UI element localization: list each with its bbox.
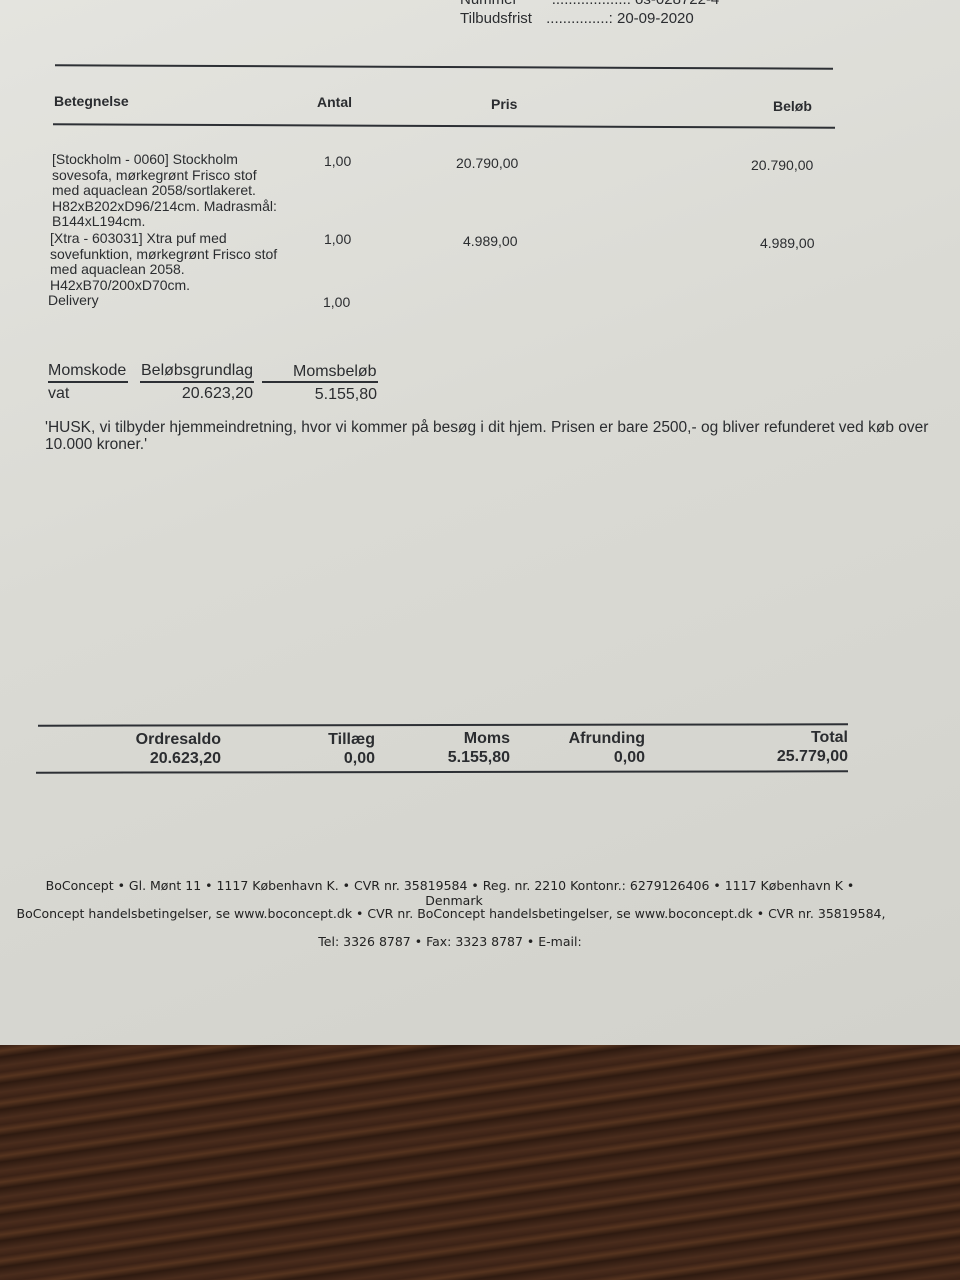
afrunding-value: 0,00 [613,749,645,766]
nummer-label: Nummer [460,0,518,8]
vat-code: vat [48,385,70,402]
tilbudsfrist-value: 20-09-2020 [617,10,694,27]
divider [48,381,128,383]
nummer-field: Nummer ..................: os-028722-4 [460,0,719,8]
vat-header-momsbelob: Momsbeløb [293,363,377,380]
item-description: [Xtra - 603031] Xtra puf med sovefunktio… [50,230,278,293]
moms-value: 5.155,80 [447,749,510,766]
vat-header-grundlag: Beløbsgrundlag [141,362,254,379]
item-quantity: 1,00 [324,231,352,247]
dots: ...............: [546,10,613,27]
wooden-floor [0,1040,960,1280]
nummer-value: os-028722-4 [635,0,719,8]
ordresaldo-value: 20.623,20 [149,750,221,767]
column-header-belob: Beløb [773,98,812,114]
divider [140,381,254,383]
footer-address: BoConcept • Gl. Mønt 11 • 1117 København… [45,878,855,893]
tillaeg-label: Tillæg [328,731,375,748]
divider [35,770,849,774]
divider [262,381,378,383]
ordresaldo-label: Ordresaldo [135,731,221,748]
item-price: 20.790,00 [456,155,519,171]
note-text: 'HUSK, vi tilbyder hjemmeindretning, hvo… [45,419,929,453]
divider [54,64,834,70]
vat-amount: 5.155,80 [314,386,377,403]
total-value: 25.779,00 [776,748,848,765]
tillaeg-value: 0,00 [343,750,375,767]
footer-contact: Tel: 3326 8787 • Fax: 3323 8787 • E-mail… [318,934,582,949]
item-description: Delivery [48,292,99,308]
moms-label: Moms [463,730,510,747]
divider [37,723,849,727]
column-header-betegnelse: Betegnelse [54,93,129,109]
item-quantity: 1,00 [323,294,351,310]
item-price: 4.989,00 [463,233,518,249]
item-amount: 20.790,00 [751,157,814,173]
item-amount: 4.989,00 [760,235,815,251]
afrunding-label: Afrunding [568,730,645,747]
total-label: Total [810,729,848,746]
item-quantity: 1,00 [324,153,352,169]
divider [52,123,836,129]
column-header-antal: Antal [317,94,352,110]
vat-header-momskode: Momskode [48,362,127,379]
vat-basis: 20.623,20 [181,385,253,402]
tilbudsfrist-label: Tilbudsfrist [460,10,532,27]
quote-document: Nummer ..................: os-028722-4 T… [0,0,960,1045]
footer-terms: BoConcept handelsbetingelser, se www.boc… [16,906,886,921]
tilbudsfrist-field: Tilbudsfrist ...............: 20-09-2020 [460,10,694,27]
item-description: [Stockholm - 0060] Stockholm sovesofa, m… [52,151,277,230]
footer-country: Denmark [425,893,483,908]
column-header-pris: Pris [491,96,518,112]
dots: ..................: [552,0,631,8]
